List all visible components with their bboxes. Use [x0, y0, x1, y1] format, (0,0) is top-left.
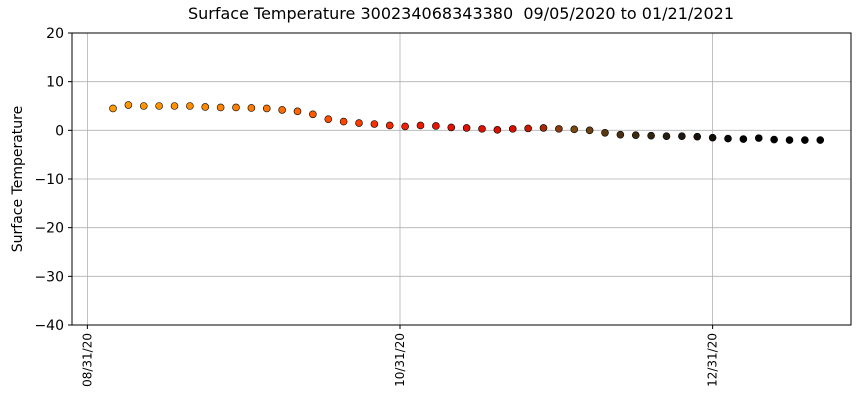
- data-point: [631, 131, 640, 139]
- data-point: [385, 121, 394, 130]
- data-point: [109, 104, 117, 113]
- data-point: [585, 126, 594, 135]
- data-point: [524, 124, 532, 133]
- y-tick-label: 0: [55, 123, 64, 139]
- y-tick-label: −30: [34, 269, 64, 285]
- data-point: [355, 119, 363, 127]
- data-point: [232, 103, 240, 112]
- data-point: [816, 136, 825, 144]
- data-point: [186, 102, 194, 110]
- data-point: [401, 122, 409, 131]
- data-point: [432, 122, 440, 130]
- y-axis-label: Surface Temperature: [10, 106, 26, 252]
- data-point: [724, 134, 732, 143]
- x-tick-label: 12/31/20: [706, 333, 720, 387]
- data-point: [262, 104, 271, 113]
- data-point: [309, 110, 317, 119]
- data-point: [155, 102, 163, 110]
- data-point: [693, 132, 702, 141]
- y-tick-label: −20: [34, 221, 64, 237]
- y-tick-label: 10: [46, 75, 64, 91]
- data-point: [139, 102, 148, 110]
- data-point: [601, 128, 609, 137]
- chart-title: Surface Temperature 300234068343380 09/0…: [188, 4, 734, 23]
- data-point: [555, 125, 563, 133]
- data-point: [124, 101, 133, 109]
- data-point: [416, 121, 425, 130]
- data-point: [324, 115, 333, 123]
- data-point: [662, 132, 671, 140]
- data-point: [754, 134, 763, 142]
- data-point: [170, 102, 179, 110]
- data-point: [370, 120, 379, 128]
- data-point: [478, 125, 486, 133]
- data-point: [678, 132, 686, 140]
- y-tick-label: 20: [46, 26, 64, 42]
- data-point: [708, 133, 717, 142]
- plot-frame: [71, 32, 852, 326]
- data-point: [462, 124, 471, 132]
- data-point: [201, 103, 210, 111]
- data-point: [739, 135, 748, 143]
- data-point: [216, 103, 225, 112]
- data-point: [508, 125, 517, 133]
- y-tick-label: −10: [34, 172, 64, 188]
- data-point: [616, 130, 625, 139]
- y-tick-label: −40: [34, 318, 64, 334]
- data-point: [493, 126, 502, 134]
- data-point: [539, 124, 548, 132]
- data-point: [447, 123, 456, 132]
- x-tick-label: 10/31/20: [393, 333, 407, 387]
- data-point: [801, 136, 809, 144]
- data-point: [293, 107, 302, 116]
- data-point: [339, 117, 348, 126]
- data-point: [785, 136, 794, 144]
- data-point: [278, 106, 286, 114]
- data-point: [570, 125, 579, 134]
- data-point: [247, 104, 256, 112]
- x-tick-label: 08/31/20: [80, 333, 94, 387]
- data-point: [647, 131, 655, 140]
- data-point: [770, 135, 778, 144]
